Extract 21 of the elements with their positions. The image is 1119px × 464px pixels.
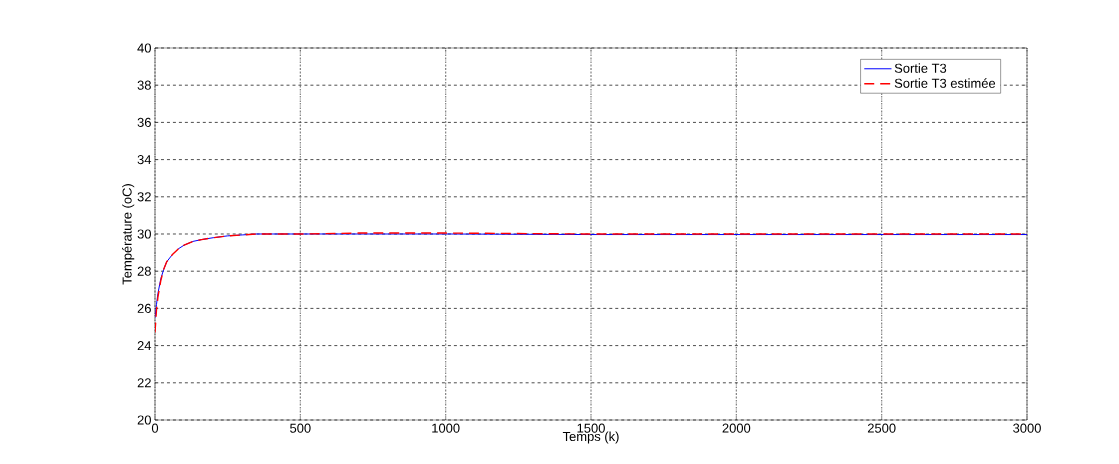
x-tick-label: 2500 bbox=[867, 423, 896, 433]
x-tick-label: 3000 bbox=[1013, 423, 1041, 433]
y-tick-label: 34 bbox=[137, 155, 152, 165]
y-tick-label: 20 bbox=[137, 415, 151, 425]
y-tick-label: 28 bbox=[137, 266, 151, 276]
x-tick-label: 2000 bbox=[722, 423, 751, 433]
y-tick-label: 32 bbox=[137, 192, 151, 202]
legend-label: Sortie T3 estimée bbox=[894, 78, 996, 88]
x-tick-label: 1500 bbox=[577, 423, 605, 433]
y-tick-label: 38 bbox=[137, 80, 151, 90]
y-tick-label: 24 bbox=[137, 341, 152, 351]
y-tick-label: 30 bbox=[137, 229, 151, 239]
y-tick-label: 22 bbox=[137, 378, 151, 388]
y-axis-title: Température (oC) bbox=[122, 184, 135, 285]
y-tick-label: 40 bbox=[137, 43, 151, 53]
legend-label: Sortie T3 bbox=[894, 63, 947, 73]
x-tick-label: 500 bbox=[290, 423, 311, 433]
x-tick-label: 0 bbox=[151, 423, 159, 433]
y-tick-label: 36 bbox=[137, 117, 151, 127]
y-tick-label: 26 bbox=[137, 303, 151, 313]
x-tick-label: 1000 bbox=[432, 423, 460, 433]
